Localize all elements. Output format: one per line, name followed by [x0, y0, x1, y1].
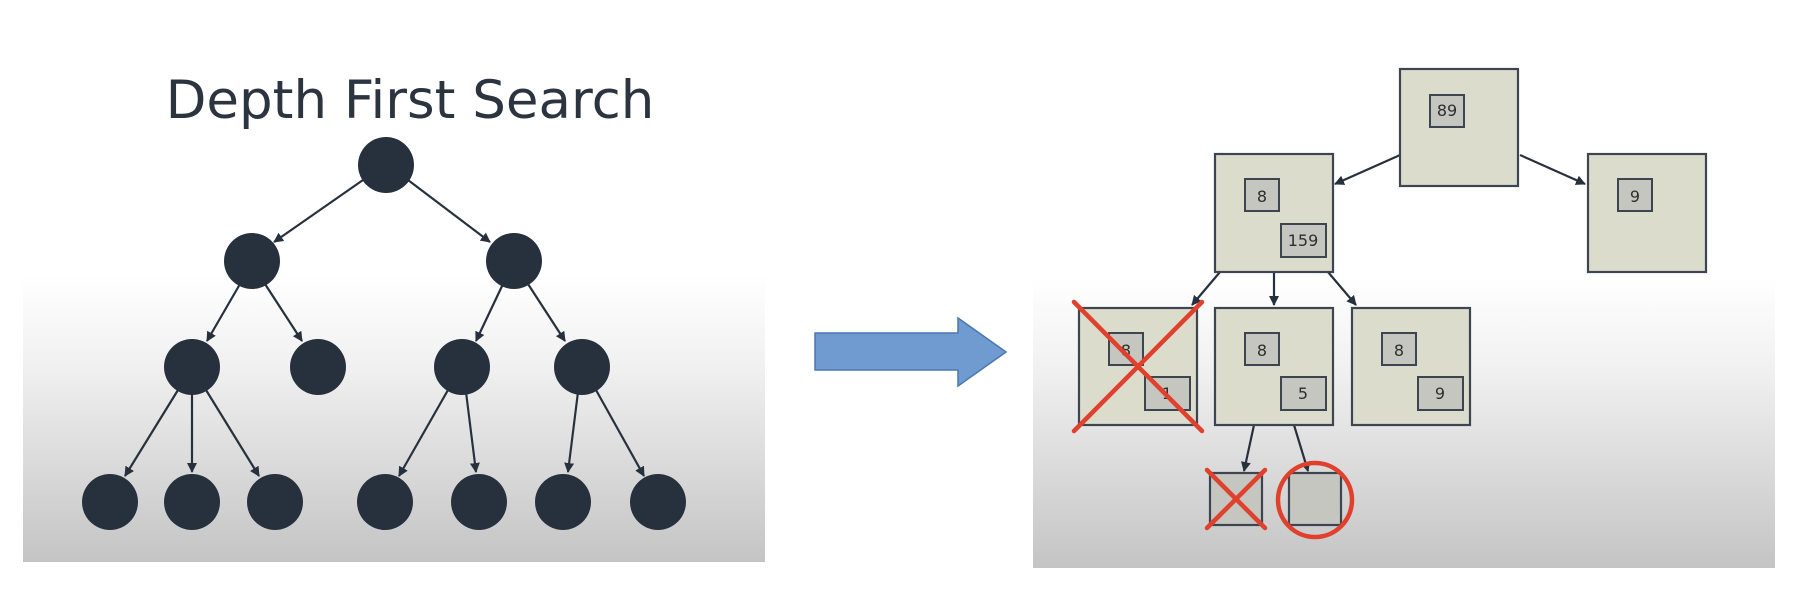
tree-node	[357, 474, 413, 530]
tree-node	[434, 339, 490, 395]
transition-arrow	[814, 316, 1008, 388]
tree-edge	[398, 389, 449, 477]
tree-edge	[264, 283, 303, 342]
cross-mark-leaf	[1204, 467, 1268, 531]
box-a: 8 159	[1213, 152, 1335, 274]
diagram-title: Depth First Search	[165, 70, 655, 131]
tree-edge	[206, 283, 241, 342]
tree-node	[630, 474, 686, 530]
box-edges	[1191, 153, 1586, 472]
tree-node-root	[358, 137, 414, 193]
box-edge	[1327, 271, 1357, 306]
box-d-top-label: 8	[1257, 341, 1267, 360]
tree-node	[486, 233, 542, 289]
tree-edges	[124, 179, 645, 477]
tree-node	[164, 474, 220, 530]
tree-edge	[464, 391, 480, 473]
box-b-top-label: 9	[1630, 187, 1640, 206]
tree-node	[224, 233, 280, 289]
leaf-box-selected	[1287, 471, 1343, 527]
box-root: 89	[1398, 67, 1520, 188]
box-a-top-label: 8	[1257, 187, 1267, 206]
tree-edge	[407, 179, 491, 243]
cross-mark-box-c	[1071, 299, 1205, 434]
box-e-bottom-label: 9	[1435, 384, 1445, 403]
tree-node	[290, 339, 346, 395]
tree-edge	[475, 283, 504, 342]
tree-edge	[124, 389, 179, 477]
tree-node	[535, 474, 591, 530]
tree-edge	[527, 283, 566, 342]
box-edge	[1191, 271, 1221, 306]
tree-edge	[273, 179, 364, 243]
tree-node	[554, 339, 610, 395]
tree-nodes	[82, 137, 686, 530]
box-edge	[1334, 153, 1401, 186]
box-e: 8 9	[1350, 306, 1472, 427]
box-d: 8 5	[1213, 306, 1335, 427]
box-e-top-label: 8	[1394, 341, 1404, 360]
tree-edge	[595, 389, 645, 477]
tree-edge	[205, 389, 260, 477]
tree-node	[451, 474, 507, 530]
tree-node	[82, 474, 138, 530]
box-root-top-label: 89	[1437, 101, 1457, 120]
box-edge	[1519, 153, 1586, 186]
tree-edge	[564, 391, 580, 473]
circle-mark-leaf	[1275, 460, 1355, 540]
tree-node	[164, 339, 220, 395]
box-c-top-label: 8	[1121, 341, 1131, 360]
tree-node	[247, 474, 303, 530]
box-b: 9	[1586, 152, 1708, 274]
box-a-bottom-label: 159	[1288, 231, 1319, 250]
box-d-bottom-label: 5	[1298, 384, 1308, 403]
box-edge	[1241, 424, 1256, 472]
